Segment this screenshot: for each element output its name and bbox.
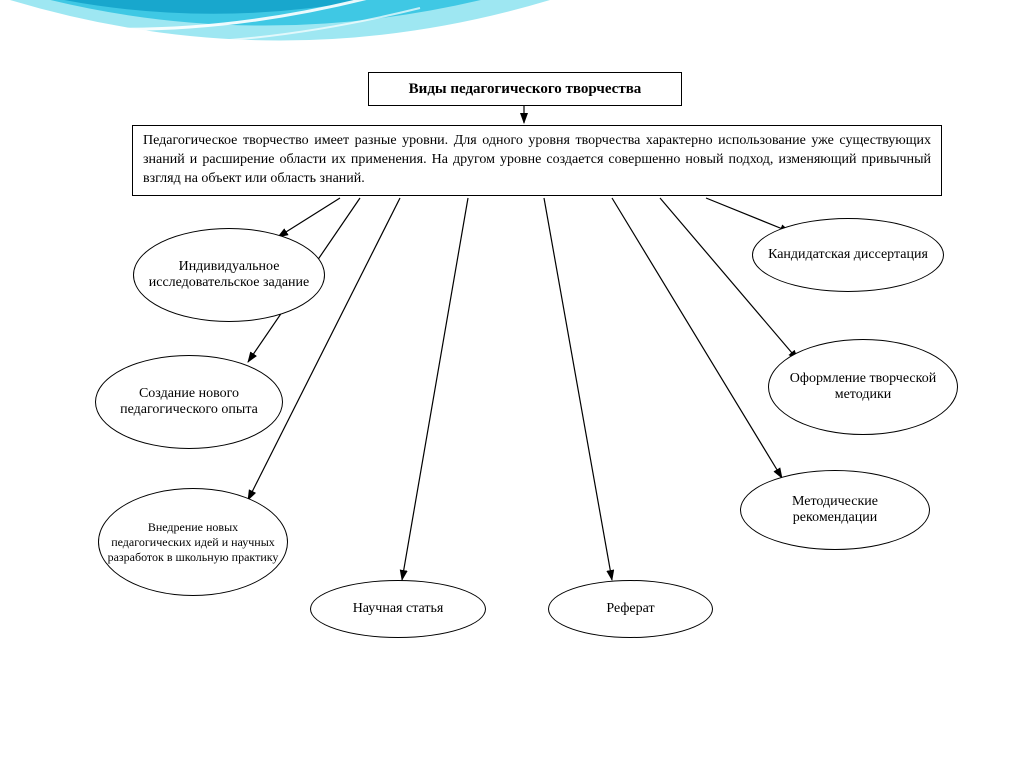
node-label: Реферат	[606, 601, 654, 617]
diagram-title: Виды педагогического творчества	[368, 72, 682, 106]
node-label: Оформление творческой методики	[777, 371, 949, 403]
arrow-to-n4	[402, 198, 468, 580]
node-scientific-article: Научная статья	[310, 580, 486, 638]
node-label: Индивидуальное исследовательское задание	[142, 259, 316, 291]
node-label: Кандидатская диссертация	[768, 247, 928, 263]
node-implement-new-ideas: Внедрение новых педагогических идей и на…	[98, 488, 288, 596]
node-label: Методические рекомендации	[749, 494, 921, 526]
arrow-to-n1	[278, 198, 340, 237]
arrow-to-n5	[544, 198, 612, 580]
arrow-to-n8	[706, 198, 790, 232]
node-methodical-recommendations: Методические рекомендации	[740, 470, 930, 550]
diagram-description: Педагогическое творчество имеет разные у…	[132, 125, 942, 196]
node-label: Научная статья	[353, 601, 444, 617]
node-label: Создание нового педагогического опыта	[104, 386, 274, 418]
node-creative-methodology: Оформление творческой методики	[768, 339, 958, 435]
node-candidate-dissertation: Кандидатская диссертация	[752, 218, 944, 292]
node-essay: Реферат	[548, 580, 713, 638]
node-individual-research-task: Индивидуальное исследовательское задание	[133, 228, 325, 322]
node-label: Внедрение новых педагогических идей и на…	[107, 520, 279, 565]
arrow-to-n6	[612, 198, 782, 478]
node-new-pedagogical-experience: Создание нового педагогического опыта	[95, 355, 283, 449]
